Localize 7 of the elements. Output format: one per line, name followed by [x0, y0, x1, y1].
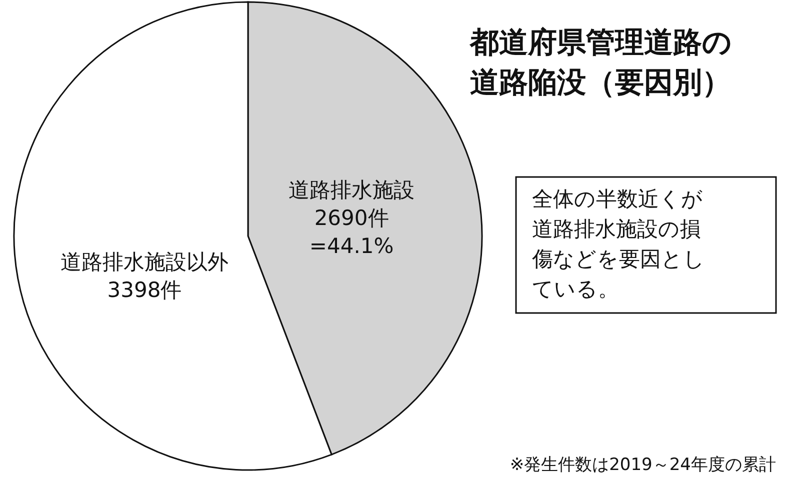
text: 都道府県管理道路の道路陥没（要因別）: [469, 25, 732, 99]
slice-label: 道路排水施設: [288, 178, 415, 202]
data-label: 3398件: [107, 278, 182, 302]
slice-label: 道路排水施設以外: [60, 250, 228, 274]
data-label: 2690件 =44.1%: [309, 206, 394, 258]
text: 全体の半数近くが道路排水施設の損傷などを要因としている。: [531, 187, 705, 301]
text: ※発生件数は2019～24年度の累計: [510, 455, 776, 475]
